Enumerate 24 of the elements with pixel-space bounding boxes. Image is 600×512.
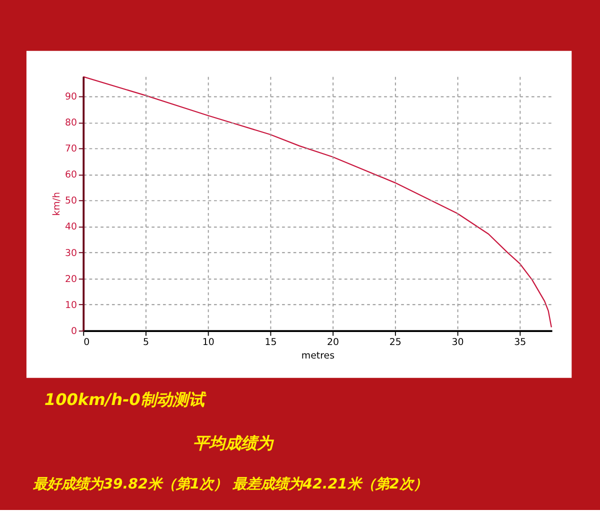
x-axis-title: metres <box>301 350 335 362</box>
text: 平均成绩为 <box>192 434 275 453</box>
y-tick-label: 0 <box>70 326 78 337</box>
x-tick-label: 35 <box>514 337 526 348</box>
y-tick-label: 60 <box>64 170 78 181</box>
y-tick-label: 80 <box>64 118 78 129</box>
y-tick-label: 70 <box>64 144 78 155</box>
y-tick-label: 90 <box>64 92 78 103</box>
x-tick-label: 30 <box>452 337 464 348</box>
x-tick-label: 10 <box>202 337 214 348</box>
y-tick-label: 20 <box>64 274 78 285</box>
line-series <box>82 76 552 328</box>
text: 100km/h-0制动测试 <box>44 390 208 410</box>
y-tick-label: 40 <box>64 222 78 233</box>
y-tick-label: 30 <box>64 248 78 259</box>
y-axis-title: km/h <box>51 192 62 216</box>
text: 最好成绩为39.82米（第1次） 最差成绩为42.21米（第2次） <box>33 476 428 492</box>
y-tick-label: 10 <box>64 300 78 311</box>
y-tick-label: 50 <box>64 196 78 207</box>
x-tick-label: 15 <box>264 337 277 348</box>
x-tick-label: 5 <box>142 337 149 348</box>
x-tick-label: 20 <box>327 337 340 348</box>
x-tick-label: 0 <box>84 337 90 348</box>
x-tick-label: 25 <box>389 337 402 348</box>
